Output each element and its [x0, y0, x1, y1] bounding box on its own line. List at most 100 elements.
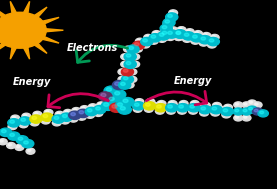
Circle shape	[8, 119, 20, 127]
Text: Energy: Energy	[13, 77, 51, 87]
FancyArrowPatch shape	[147, 91, 207, 105]
Circle shape	[242, 102, 251, 108]
Polygon shape	[44, 29, 63, 32]
Circle shape	[115, 82, 120, 85]
Circle shape	[70, 117, 74, 119]
Circle shape	[222, 112, 231, 118]
Circle shape	[243, 109, 247, 112]
Circle shape	[203, 33, 207, 36]
Circle shape	[192, 101, 195, 104]
Circle shape	[160, 29, 169, 35]
Circle shape	[101, 93, 106, 97]
Circle shape	[122, 55, 126, 57]
Circle shape	[120, 82, 125, 85]
Text: Energy: Energy	[173, 76, 212, 86]
Circle shape	[129, 77, 133, 80]
Circle shape	[30, 115, 42, 123]
Circle shape	[178, 108, 186, 114]
Circle shape	[134, 47, 138, 49]
Circle shape	[190, 101, 199, 107]
Circle shape	[181, 101, 184, 104]
Polygon shape	[10, 1, 17, 15]
Circle shape	[14, 119, 23, 125]
Circle shape	[133, 46, 142, 52]
Circle shape	[109, 97, 114, 101]
Circle shape	[260, 111, 264, 114]
Circle shape	[18, 137, 23, 140]
Circle shape	[52, 115, 64, 123]
Circle shape	[210, 105, 222, 114]
Circle shape	[174, 34, 183, 40]
Circle shape	[158, 101, 162, 104]
Circle shape	[132, 55, 136, 57]
Circle shape	[167, 35, 171, 38]
Circle shape	[168, 109, 171, 112]
Circle shape	[118, 69, 127, 75]
Circle shape	[146, 99, 155, 105]
Circle shape	[191, 34, 203, 42]
Circle shape	[159, 37, 163, 40]
Circle shape	[121, 54, 130, 60]
Circle shape	[133, 106, 142, 112]
Circle shape	[77, 114, 86, 120]
Circle shape	[97, 102, 106, 108]
Circle shape	[134, 46, 142, 52]
Circle shape	[132, 41, 145, 50]
Circle shape	[73, 108, 77, 111]
Circle shape	[176, 31, 181, 34]
Circle shape	[16, 136, 28, 144]
Circle shape	[55, 111, 64, 117]
Circle shape	[112, 81, 126, 90]
Circle shape	[95, 111, 99, 114]
Circle shape	[96, 107, 100, 110]
Circle shape	[0, 139, 7, 145]
Circle shape	[118, 105, 131, 114]
Circle shape	[20, 123, 24, 125]
Circle shape	[98, 103, 102, 105]
Circle shape	[126, 54, 131, 57]
Circle shape	[185, 29, 194, 35]
Circle shape	[169, 10, 178, 16]
Circle shape	[234, 102, 243, 108]
Circle shape	[168, 105, 172, 108]
Circle shape	[171, 104, 180, 110]
Circle shape	[166, 108, 175, 114]
Circle shape	[177, 27, 186, 33]
Circle shape	[94, 105, 106, 114]
Circle shape	[249, 101, 253, 103]
Circle shape	[0, 12, 46, 48]
Polygon shape	[23, 46, 30, 59]
Circle shape	[210, 34, 219, 40]
Circle shape	[123, 99, 128, 102]
Circle shape	[135, 38, 144, 44]
Circle shape	[44, 109, 53, 115]
Circle shape	[123, 77, 128, 80]
Circle shape	[162, 30, 165, 32]
Circle shape	[41, 113, 53, 121]
Circle shape	[32, 116, 37, 119]
Circle shape	[121, 98, 134, 107]
Circle shape	[127, 45, 139, 53]
Circle shape	[110, 103, 123, 112]
Circle shape	[177, 104, 189, 112]
Circle shape	[195, 32, 199, 34]
Circle shape	[123, 69, 128, 72]
Circle shape	[241, 108, 252, 115]
Circle shape	[235, 103, 239, 105]
Circle shape	[151, 103, 154, 106]
Circle shape	[178, 28, 182, 30]
Circle shape	[247, 106, 257, 113]
Circle shape	[173, 105, 176, 108]
Circle shape	[21, 118, 25, 121]
Circle shape	[223, 109, 228, 112]
Circle shape	[243, 103, 247, 105]
Circle shape	[72, 108, 81, 114]
Circle shape	[176, 31, 181, 34]
Circle shape	[157, 105, 161, 108]
Circle shape	[145, 103, 150, 106]
Circle shape	[147, 100, 151, 102]
Circle shape	[165, 28, 168, 30]
Polygon shape	[10, 46, 17, 59]
Circle shape	[43, 119, 46, 121]
Circle shape	[248, 100, 257, 106]
